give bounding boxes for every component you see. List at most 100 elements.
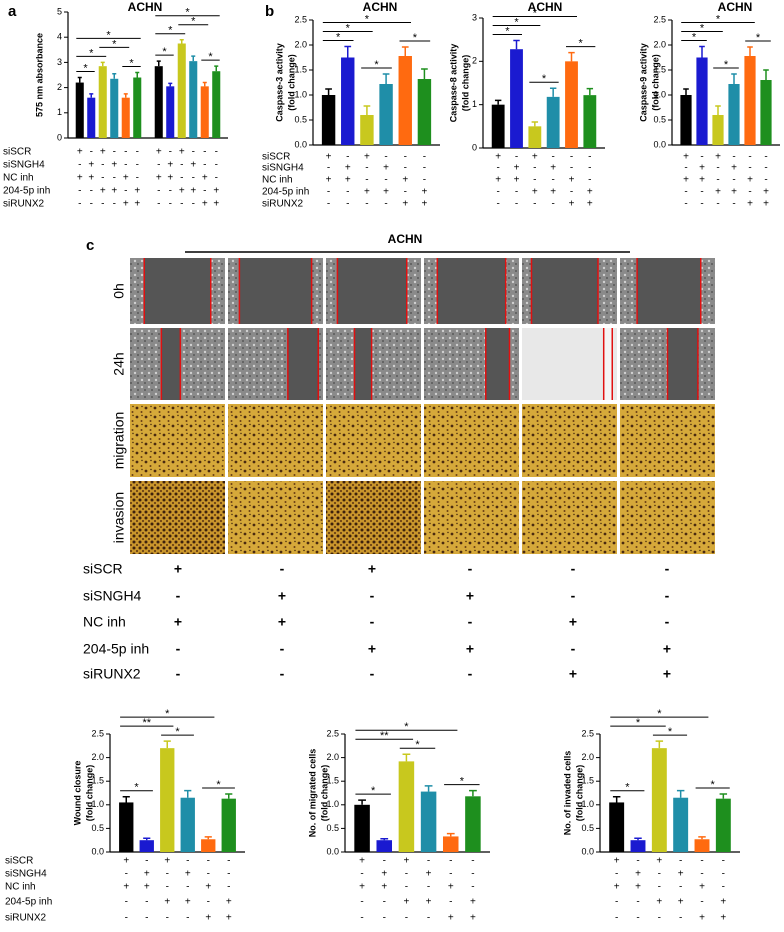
condition-sign: + [185, 897, 191, 908]
condition-sign: + [569, 175, 575, 186]
bar [341, 57, 355, 145]
error-bar [382, 73, 390, 84]
condition-sign: - [124, 147, 127, 158]
error-bar [123, 93, 128, 98]
condition-sign: - [360, 913, 363, 924]
micrograph [228, 481, 323, 554]
y-axis-label: (fold change) [574, 765, 584, 822]
y-tick-label: 0 [472, 142, 477, 152]
condition-sign: - [227, 882, 230, 893]
y-tick-label: 2.5 [91, 728, 104, 738]
condition-sign: + [167, 160, 173, 171]
condition-sign: - [551, 175, 554, 186]
condition-sign: + [421, 187, 427, 198]
condition-sign: + [179, 186, 185, 197]
condition-sign: - [136, 160, 139, 171]
bar [609, 802, 625, 852]
bar [715, 798, 731, 852]
bar [760, 80, 772, 145]
significance-label: * [134, 782, 139, 794]
micrograph [620, 404, 715, 477]
error-bar [122, 796, 130, 803]
condition-sign: + [495, 175, 501, 186]
condition-sign: + [663, 641, 671, 657]
error-bar [531, 121, 539, 127]
condition-sign: + [466, 641, 474, 657]
condition-sign: - [157, 160, 160, 171]
condition-sign: - [427, 913, 430, 924]
condition-sign: - [427, 882, 430, 893]
y-tick-label: 1.5 [294, 64, 307, 74]
bar [442, 836, 459, 852]
error-bar [168, 82, 173, 87]
micrograph [522, 481, 617, 554]
condition-sign: - [113, 173, 116, 184]
y-tick-label: 1.5 [581, 776, 594, 786]
significance-label: * [692, 31, 697, 43]
error-bar [747, 46, 753, 56]
y-tick-label: 3 [472, 12, 477, 22]
condition-sign: - [684, 187, 687, 198]
condition-sign: + [569, 614, 577, 630]
row-label: 24h [111, 352, 127, 375]
significance-label: * [460, 776, 465, 788]
significance-label: * [371, 785, 376, 797]
significance-label: * [413, 32, 418, 44]
condition-sign: - [166, 869, 169, 880]
condition-sign: - [570, 152, 573, 163]
y-tick-label: 0.5 [581, 823, 594, 833]
condition-sign: - [180, 173, 183, 184]
condition-sign: - [157, 199, 160, 210]
condition-sign: - [764, 163, 767, 174]
condition-sign: + [699, 913, 705, 924]
condition-sign: + [364, 187, 370, 198]
bar [630, 840, 646, 852]
condition-sign: + [205, 913, 211, 924]
wound-gap [667, 328, 698, 400]
y-tick-label: 4 [57, 32, 62, 42]
micrograph [130, 481, 225, 554]
bar [694, 839, 710, 852]
condition-sign: - [615, 869, 618, 880]
condition-sign: - [658, 882, 661, 893]
bar [121, 97, 130, 138]
condition-name: NC inh [83, 614, 126, 630]
condition-sign: + [111, 160, 117, 171]
significance-label: * [505, 25, 510, 37]
condition-sign: - [404, 152, 407, 163]
condition-sign: + [278, 588, 286, 604]
micrograph [522, 328, 617, 400]
condition-sign: + [514, 163, 520, 174]
condition-sign: - [496, 187, 499, 198]
condition-sign: - [449, 897, 452, 908]
wound-gap [287, 328, 319, 400]
condition-sign: - [722, 856, 725, 867]
y-tick-label: 0.0 [653, 139, 666, 149]
bar [398, 761, 415, 852]
error-bar [184, 789, 192, 798]
y-axis-label: Wound closure [72, 761, 82, 826]
significance-label: * [415, 739, 420, 751]
condition-sign: - [215, 160, 218, 171]
significance-label: * [168, 25, 173, 37]
bar [651, 748, 667, 852]
error-bar [513, 39, 520, 50]
y-tick-label: 0.5 [326, 823, 339, 833]
condition-sign: - [722, 882, 725, 893]
condition-sign: - [203, 186, 206, 197]
condition-sign: - [679, 882, 682, 893]
chart-title: ACHN [718, 0, 753, 14]
significance-label: ** [380, 730, 389, 742]
condition-sign: - [207, 897, 210, 908]
condition-sign: - [186, 882, 189, 893]
condition-sign: - [427, 856, 430, 867]
significance-label: * [162, 46, 167, 58]
y-axis-label: 575 nm absorbance [34, 33, 44, 117]
condition-sign: + [359, 856, 365, 867]
bar [546, 96, 560, 148]
condition-sign: - [90, 147, 93, 158]
condition-sign: + [226, 913, 232, 924]
condition-sign: + [448, 882, 454, 893]
error-bar [634, 837, 642, 841]
condition-sign: + [635, 882, 641, 893]
